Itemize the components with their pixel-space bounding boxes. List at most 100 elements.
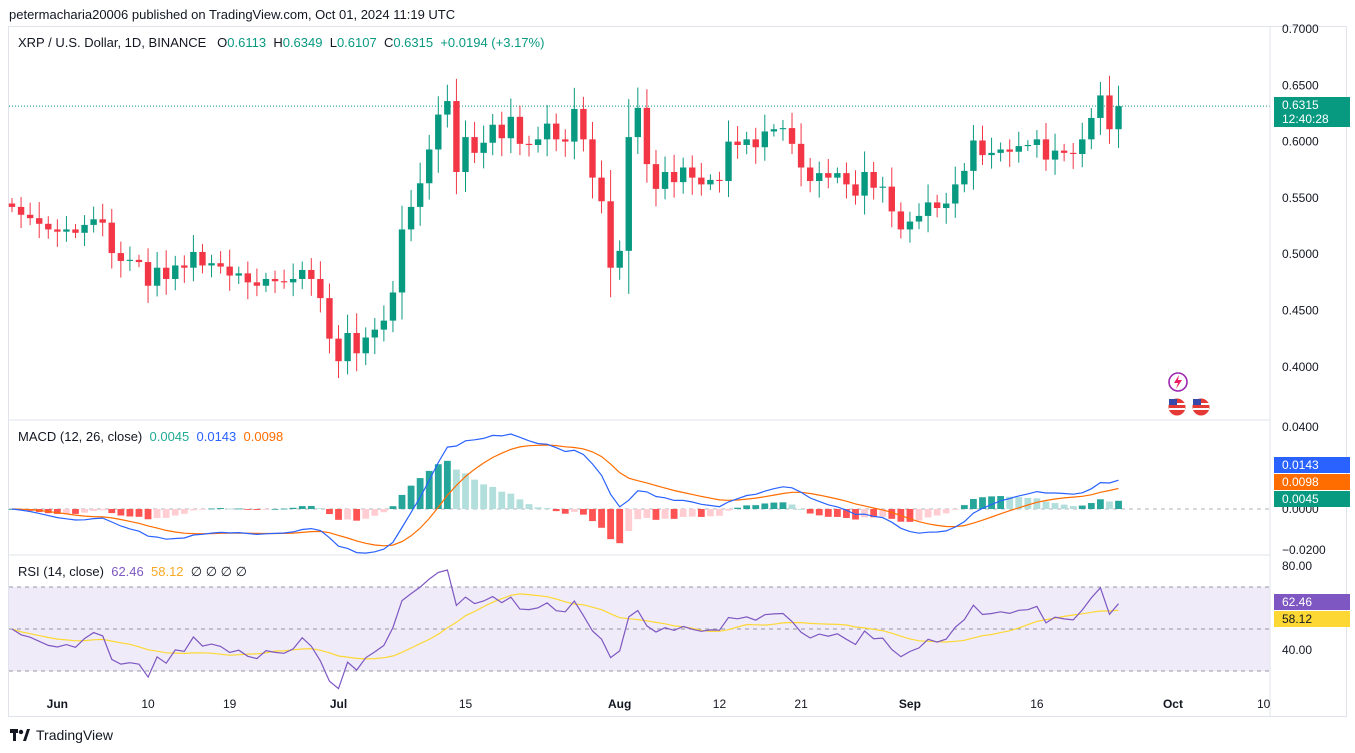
candle-body bbox=[698, 177, 705, 185]
price-axis-tick: 0.5000 bbox=[1282, 247, 1319, 261]
candle-body bbox=[1015, 146, 1022, 152]
macd-histogram-bar bbox=[280, 508, 288, 510]
candle-body bbox=[943, 203, 950, 209]
candle-body bbox=[308, 269, 315, 279]
macd-histogram-bar bbox=[498, 491, 506, 509]
macd-histogram-bar bbox=[226, 508, 234, 510]
candle-body bbox=[661, 172, 669, 189]
candle-body bbox=[652, 164, 660, 189]
macd-histogram-bar bbox=[289, 507, 297, 509]
macd-histogram-bar bbox=[1106, 501, 1113, 509]
macd-histogram-bar bbox=[271, 508, 279, 510]
macd-line-tag: 0.0143 bbox=[1274, 457, 1350, 473]
rsi-axis-tick: 80.00 bbox=[1282, 559, 1312, 573]
lightning-icon[interactable] bbox=[1168, 372, 1188, 392]
us-flag-icon[interactable] bbox=[1167, 397, 1187, 417]
macd-histogram-bar bbox=[253, 509, 261, 510]
tradingview-footer[interactable]: TradingView bbox=[10, 727, 113, 743]
candle-body bbox=[553, 123, 560, 140]
macd-histogram-bar bbox=[190, 509, 197, 511]
macd-histogram-bar bbox=[725, 509, 732, 511]
candle-body bbox=[453, 101, 460, 173]
candle-body bbox=[344, 333, 351, 362]
candle-body bbox=[1115, 106, 1122, 130]
candle-body bbox=[444, 101, 451, 115]
macd-histogram-bar bbox=[480, 484, 488, 509]
candle-body bbox=[843, 173, 850, 185]
macd-histogram-bar bbox=[598, 509, 605, 528]
macd-histogram-bar bbox=[815, 509, 823, 516]
candle-body bbox=[1024, 144, 1032, 147]
macd-histogram-bar bbox=[770, 502, 778, 509]
macd-title[interactable]: MACD (12, 26, close) bbox=[18, 429, 143, 444]
macd-histogram-bar bbox=[534, 507, 542, 509]
macd-hist-tag: 0.0045 bbox=[1274, 491, 1350, 507]
candle-body bbox=[371, 329, 378, 338]
macd-histogram-bar bbox=[135, 509, 143, 517]
candle-body bbox=[380, 320, 388, 330]
macd-histogram-bar bbox=[489, 486, 497, 509]
macd-histogram-bar bbox=[788, 504, 796, 509]
macd-histogram-bar bbox=[979, 497, 986, 509]
candle-body bbox=[961, 170, 968, 185]
time-axis-tick: Jun bbox=[47, 697, 68, 711]
candle-body bbox=[208, 263, 215, 266]
macd-histogram-bar bbox=[589, 509, 596, 522]
candle-body bbox=[480, 142, 487, 153]
time-axis-tick: Jul bbox=[330, 697, 347, 711]
high-label: H bbox=[273, 35, 283, 50]
symbol-label[interactable]: XRP / U.S. Dollar, 1D, BINANCE bbox=[18, 35, 207, 50]
time-axis-tick: 10 bbox=[1257, 697, 1271, 711]
time-axis-tick: Sep bbox=[899, 697, 921, 711]
macd-histogram-bar bbox=[298, 506, 306, 509]
candle-body bbox=[289, 278, 297, 283]
candle-body bbox=[952, 184, 959, 204]
macd-histogram-bar bbox=[933, 509, 941, 516]
macd-hist-value: 0.0045 bbox=[149, 429, 190, 444]
macd-histogram-bar bbox=[217, 508, 225, 509]
candle-body bbox=[679, 167, 687, 183]
macd-histogram-bar bbox=[262, 509, 270, 510]
candle-body bbox=[734, 141, 741, 145]
macd-histogram-bar bbox=[316, 508, 324, 509]
candle-body bbox=[162, 267, 170, 279]
candle-body bbox=[743, 139, 750, 145]
price-axis-tick: 0.6500 bbox=[1282, 78, 1319, 92]
rsi-title[interactable]: RSI (14, close) bbox=[18, 564, 104, 579]
close-value: 0.6315 bbox=[393, 35, 434, 50]
macd-histogram-bar bbox=[344, 509, 351, 520]
macd-histogram-bar bbox=[616, 509, 624, 544]
macd-histogram-bar bbox=[870, 509, 878, 518]
candle-body bbox=[543, 123, 551, 140]
candle-body bbox=[117, 253, 125, 261]
candle-body bbox=[271, 278, 279, 282]
candle-body bbox=[462, 137, 469, 173]
candle-body bbox=[217, 263, 224, 267]
time-axis-tick: 21 bbox=[794, 697, 808, 711]
candle-body bbox=[1079, 139, 1086, 154]
candle-body bbox=[199, 251, 206, 266]
us-flag-icon[interactable] bbox=[1191, 397, 1211, 417]
macd-histogram-bar bbox=[153, 509, 161, 518]
candle-body bbox=[589, 139, 596, 178]
candle-body bbox=[906, 221, 914, 230]
macd-histogram-bar bbox=[942, 509, 950, 514]
macd-histogram-bar bbox=[843, 509, 850, 518]
macd-histogram-bar bbox=[779, 502, 787, 509]
macd-histogram-bar bbox=[353, 509, 361, 521]
axes: 0.7000 0.6500 0.6000 0.5500 0.5000 0.4500 0.40… bbox=[9, 22, 1326, 716]
macd-signal-line bbox=[11, 444, 1119, 547]
candle-body bbox=[870, 172, 877, 188]
macd-histogram-bar bbox=[1033, 498, 1041, 509]
macd-line-value: 0.0143 bbox=[196, 429, 237, 444]
candle-body bbox=[725, 141, 732, 182]
macd-histogram-bar bbox=[162, 509, 170, 518]
time-axis-tick: 19 bbox=[223, 697, 237, 711]
macd-histogram-bar bbox=[743, 505, 751, 509]
candle-body bbox=[861, 172, 868, 196]
candle-body bbox=[253, 282, 261, 286]
macd-histogram-bar bbox=[797, 508, 805, 510]
event-icons[interactable] bbox=[1165, 372, 1215, 420]
macd-histogram-bar bbox=[679, 509, 687, 517]
